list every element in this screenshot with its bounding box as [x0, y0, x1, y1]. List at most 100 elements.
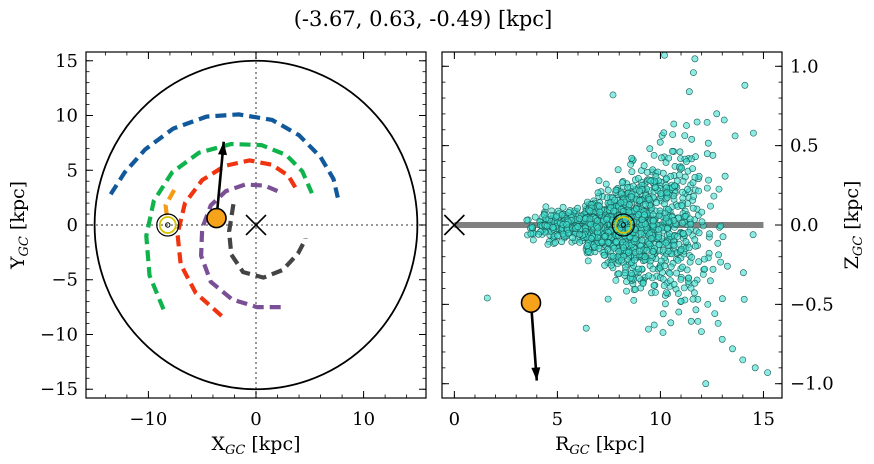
- rz-data-point: [711, 310, 719, 317]
- rz-data-point: [667, 263, 675, 271]
- rz-data-point: [665, 154, 673, 162]
- xy-x-axis-label: XGC [kpc]: [211, 433, 300, 458]
- rz-data-point: [682, 238, 690, 246]
- rz-data-point: [666, 270, 674, 277]
- rz-data-point: [703, 184, 711, 192]
- xy-y-axis-label: YGC [kpc]: [7, 181, 32, 270]
- rz-data-point: [603, 215, 611, 223]
- rz-data-point: [602, 180, 610, 188]
- rz-data-point: [626, 201, 633, 209]
- rz-data-point: [594, 189, 602, 197]
- rz-sun-outer-ring: [611, 213, 635, 237]
- rz-data-point: [551, 239, 559, 246]
- rz-data-point: [625, 248, 632, 256]
- rz-data-point: [629, 182, 637, 190]
- rz-data-point: [693, 118, 701, 126]
- rz-data-point: [670, 120, 678, 128]
- rz-data-point: [612, 276, 620, 284]
- rz-data-point: [698, 328, 705, 335]
- rz-data-point: [635, 265, 642, 273]
- rz-plot-area: [443, 52, 771, 388]
- rz-data-point: [650, 217, 657, 225]
- rz-data-point: [615, 270, 623, 278]
- rz-data-point: [586, 207, 594, 215]
- rz-data-point: [674, 290, 682, 297]
- rz-data-point: [542, 203, 550, 211]
- rz-data-point: [701, 265, 708, 273]
- rz-data-point: [543, 222, 551, 230]
- rz-data-point: [687, 284, 695, 292]
- xy-ytick-label: 10: [55, 106, 78, 127]
- rz-xtick-label: 0: [449, 409, 460, 430]
- rz-data-point: [679, 219, 686, 227]
- rz-data-point: [604, 239, 612, 247]
- rz-data-point: [690, 192, 698, 200]
- rz-data-point: [671, 182, 678, 190]
- spiral-arm-2: [175, 158, 299, 318]
- rz-data-point: [657, 257, 665, 265]
- rz-data-point: [698, 218, 706, 226]
- rz-data-point: [695, 258, 703, 266]
- rz-data-point: [662, 214, 670, 222]
- rz-data-point: [614, 166, 622, 174]
- rz-data-point: [714, 239, 722, 247]
- rz-data-point: [692, 306, 700, 314]
- rz-data-point: [670, 280, 678, 288]
- rz-data-point: [695, 229, 703, 237]
- rz-data-point: [528, 224, 536, 231]
- rz-data-point: [689, 165, 696, 172]
- rz-data-point: [677, 246, 685, 253]
- rz-data-point: [692, 153, 699, 161]
- rz-data-point: [622, 263, 629, 271]
- spiral-arm-3: [198, 182, 281, 310]
- rz-data-point: [702, 380, 710, 388]
- xy-plot-area: [86, 52, 426, 398]
- rz-data-point: [680, 230, 687, 238]
- rz-data-point: [642, 200, 649, 208]
- rz-data-point: [675, 308, 683, 316]
- rz-data-point: [661, 52, 668, 59]
- rz-data-point: [680, 284, 688, 292]
- rz-x-axis-label: RGC [kpc]: [555, 433, 645, 458]
- rz-ytick-label: 1.0: [790, 56, 819, 77]
- rz-data-point: [679, 263, 686, 271]
- rz-data-point: [669, 131, 677, 138]
- rz-data-point: [684, 185, 691, 193]
- rz-data-point: [653, 199, 660, 207]
- rz-data-point: [582, 324, 590, 332]
- rz-data-point: [584, 242, 591, 249]
- rz-data-point: [685, 244, 693, 252]
- rz-data-point: [655, 233, 662, 241]
- rz-data-point: [547, 212, 555, 220]
- rz-data-point: [617, 199, 625, 207]
- rz-data-point: [694, 317, 702, 325]
- rz-data-point: [628, 270, 635, 277]
- rz-data-point: [687, 220, 695, 228]
- rz-data-point: [628, 168, 636, 176]
- rz-data-point: [643, 168, 651, 176]
- xy-ticks: −10 0 10 −15 −10 −5 0 5 10 15: [40, 51, 426, 430]
- rz-data-point: [656, 138, 664, 146]
- rz-data-point: [709, 151, 717, 159]
- rz-data-point: [687, 317, 695, 325]
- rz-data-point: [707, 277, 714, 285]
- rz-sun-yellow-ring: [614, 216, 633, 234]
- rz-data-point: [569, 234, 576, 242]
- rz-data-point: [646, 145, 654, 153]
- rz-data-point: [635, 174, 642, 182]
- xy-galactic-center-marker: [245, 214, 267, 236]
- rz-data-point: [724, 262, 731, 270]
- rz-data-point: [719, 295, 726, 303]
- rz-data-point: [628, 193, 635, 201]
- rz-data-point: [594, 224, 602, 232]
- rz-data-point: [655, 241, 663, 249]
- rz-data-point: [650, 321, 658, 329]
- rz-data-point: [574, 204, 581, 212]
- rz-data-point: [549, 224, 557, 231]
- rz-data-point: [636, 197, 644, 204]
- rz-data-point: [523, 216, 531, 224]
- rz-data-point: [669, 147, 676, 155]
- rz-data-point: [645, 325, 652, 333]
- rz-data-point: [689, 295, 697, 303]
- xy-xtick-label: 0: [250, 409, 261, 430]
